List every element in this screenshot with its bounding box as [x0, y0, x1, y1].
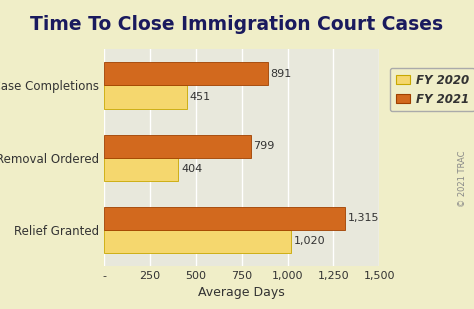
- Bar: [104, 207, 345, 230]
- Bar: [104, 158, 178, 181]
- Text: © 2021 TRAC: © 2021 TRAC: [458, 151, 467, 207]
- Bar: [104, 230, 291, 253]
- Bar: [104, 62, 268, 86]
- Bar: [104, 86, 187, 108]
- Text: 404: 404: [181, 164, 202, 174]
- X-axis label: Average Days: Average Days: [198, 286, 285, 299]
- Text: 799: 799: [254, 141, 275, 151]
- Text: Time To Close Immigration Court Cases: Time To Close Immigration Court Cases: [30, 15, 444, 34]
- Text: 1,020: 1,020: [294, 236, 326, 246]
- Legend: FY 2020, FY 2021: FY 2020, FY 2021: [390, 68, 474, 112]
- Bar: [104, 134, 251, 158]
- Text: 891: 891: [270, 69, 292, 79]
- Text: 1,315: 1,315: [348, 213, 380, 223]
- Text: 451: 451: [190, 92, 211, 102]
